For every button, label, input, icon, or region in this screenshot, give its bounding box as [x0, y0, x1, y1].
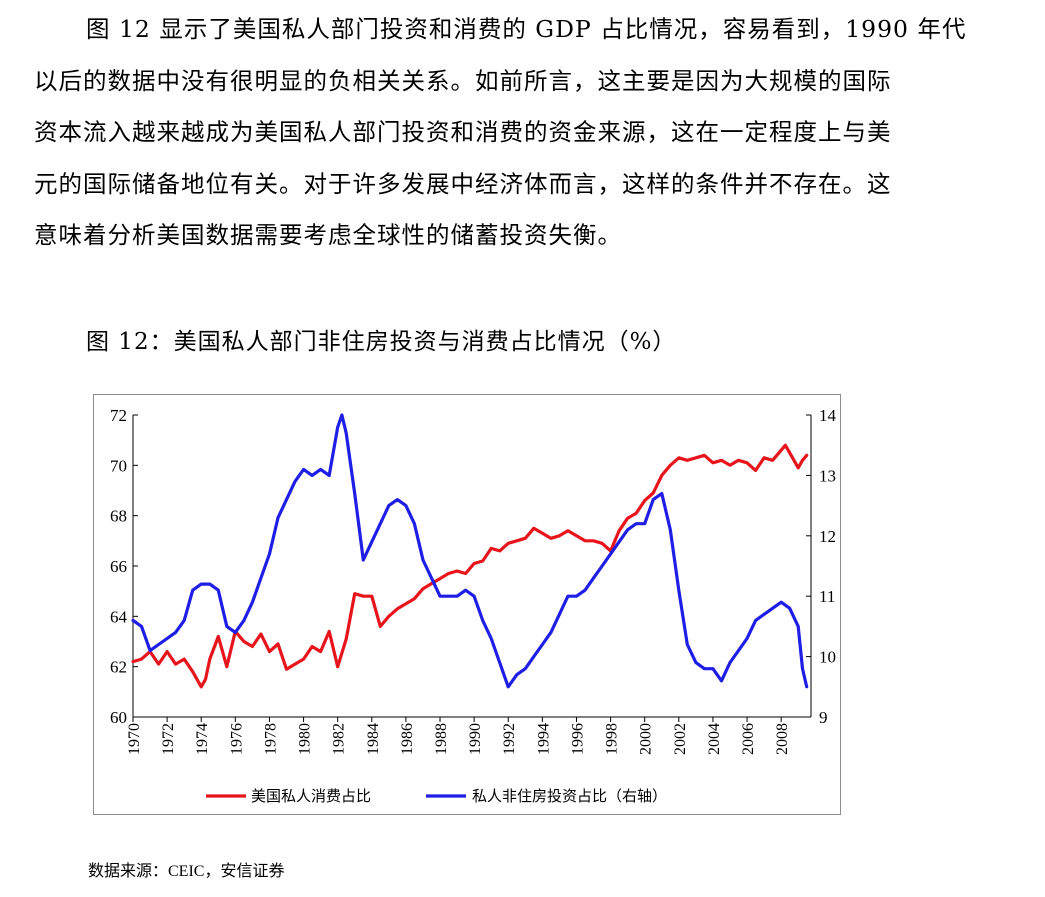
x-tick-label: 2008: [774, 723, 791, 755]
x-tick-label: 1992: [501, 723, 518, 755]
x-tick-label: 1974: [194, 723, 211, 755]
left-tick-label: 60: [110, 708, 127, 727]
series-line-investment: [131, 413, 809, 689]
right-tick-label: 13: [819, 466, 836, 485]
x-tick-label: 1976: [228, 723, 245, 755]
legend-label: 私人非住房投资占比（右轴）: [472, 787, 667, 805]
x-tick-label: 1986: [399, 723, 416, 755]
chart-frame: 60 62 64 66 68 70 72 9 10 11 12 13 14 1970 1972 1974 197…: [93, 394, 841, 815]
legend-label: 美国私人消费占比: [251, 787, 371, 805]
right-tick-label: 12: [819, 527, 836, 546]
left-tick-label: 66: [110, 557, 127, 576]
x-tick-label: 1984: [365, 723, 382, 755]
x-tick-label: 1988: [433, 723, 450, 755]
x-tick-label: 1970: [126, 723, 143, 755]
line-chart: 60 62 64 66 68 70 72 9 10 11 12 13 14 1970 1972 1974 197…: [110, 406, 837, 805]
right-tick-label: 9: [819, 708, 828, 727]
right-tick-label: 14: [819, 406, 837, 425]
x-tick-label: 2000: [638, 723, 655, 755]
right-tick-label: 10: [819, 648, 836, 667]
body-paragraph: 图 12 显示了美国私人部门投资和消费的 GDP 占比情况，容易看到，1990 …: [34, 4, 1014, 262]
figure-title: 图 12：美国私人部门非住房投资与消费占比情况（%）: [86, 329, 677, 355]
x-tick-label: 1972: [160, 723, 177, 755]
x-tick-label: 1980: [297, 723, 314, 755]
x-tick-label: 1996: [569, 723, 586, 755]
x-tick-label: 1982: [331, 723, 348, 755]
left-tick-label: 64: [110, 607, 128, 626]
x-tick-label: 1990: [467, 723, 484, 755]
left-tick-label: 62: [110, 658, 127, 677]
paragraph-line: 资本流入越来越成为美国私人部门投资和消费的资金来源，这在一定程度上与美: [34, 118, 892, 146]
right-tick-label: 11: [819, 587, 835, 606]
paragraph-line: 意味着分析美国数据需要考虑全球性的储蓄投资失衡。: [34, 221, 622, 249]
paragraph-line: 图 12 显示了美国私人部门投资和消费的 GDP 占比情况，容易看到，1990 …: [86, 15, 967, 43]
x-tick-label: 2004: [706, 723, 723, 755]
left-tick-label: 70: [110, 456, 127, 475]
left-tick-label: 68: [110, 507, 127, 526]
x-tick-label: 1978: [262, 723, 279, 755]
x-tick-label: 2006: [740, 723, 757, 755]
x-tick-label: 1994: [535, 723, 552, 755]
figure-source: 数据来源：CEIC，安信证券: [88, 863, 285, 880]
x-tick-label: 1998: [604, 723, 621, 755]
paragraph-line: 元的国际储备地位有关。对于许多发展中经济体而言，这样的条件并不存在。这: [34, 169, 892, 198]
paragraph-line: 以后的数据中没有很明显的负相关关系。如前所言，这主要是因为大规模的国际: [34, 66, 892, 95]
series-line-consumption: [131, 443, 809, 689]
left-tick-label: 72: [110, 406, 127, 425]
x-tick-label: 2002: [672, 723, 689, 755]
